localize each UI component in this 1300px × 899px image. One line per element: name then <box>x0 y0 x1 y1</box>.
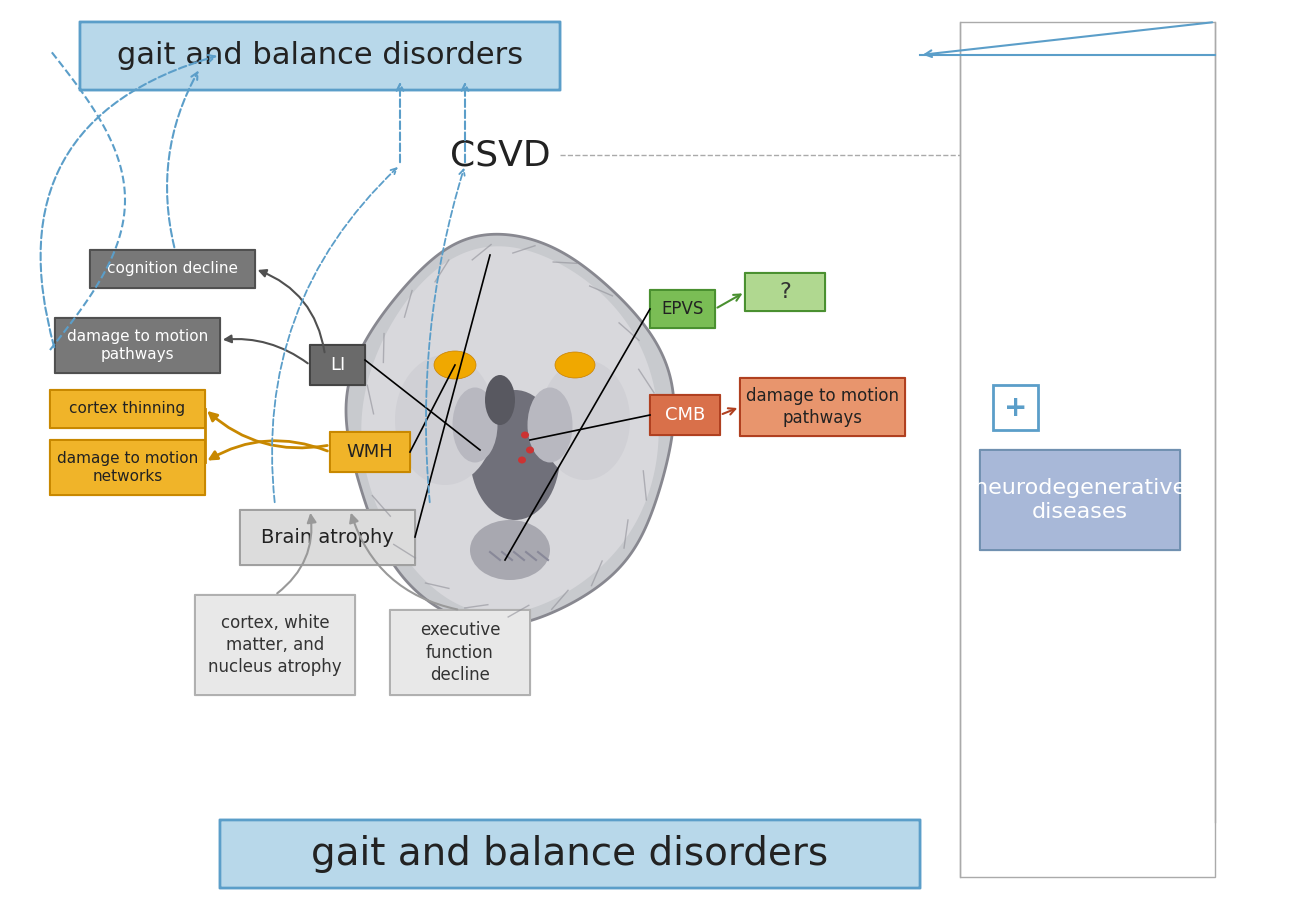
Ellipse shape <box>485 375 515 425</box>
Polygon shape <box>361 246 659 614</box>
FancyBboxPatch shape <box>650 395 720 435</box>
Ellipse shape <box>471 520 550 580</box>
Text: gait and balance disorders: gait and balance disorders <box>312 835 828 873</box>
FancyBboxPatch shape <box>90 250 255 288</box>
Text: damage to motion
networks: damage to motion networks <box>57 450 198 485</box>
FancyBboxPatch shape <box>81 22 560 90</box>
Text: EPVS: EPVS <box>662 300 703 318</box>
FancyBboxPatch shape <box>745 273 826 311</box>
FancyBboxPatch shape <box>390 610 530 695</box>
Ellipse shape <box>452 387 498 462</box>
FancyBboxPatch shape <box>980 450 1180 550</box>
FancyBboxPatch shape <box>309 345 365 385</box>
Text: cortex, white
matter, and
nucleus atrophy: cortex, white matter, and nucleus atroph… <box>208 614 342 676</box>
FancyBboxPatch shape <box>240 510 415 565</box>
FancyBboxPatch shape <box>195 595 355 695</box>
Ellipse shape <box>528 387 572 462</box>
Text: neurodegenerative
diseases: neurodegenerative diseases <box>974 477 1186 522</box>
Ellipse shape <box>521 432 529 439</box>
FancyBboxPatch shape <box>993 385 1037 430</box>
FancyBboxPatch shape <box>740 378 905 436</box>
Ellipse shape <box>395 355 495 485</box>
FancyBboxPatch shape <box>220 820 920 888</box>
Polygon shape <box>346 235 673 626</box>
Text: ?: ? <box>779 282 790 302</box>
Text: CSVD: CSVD <box>450 138 550 172</box>
Text: LI: LI <box>330 356 344 374</box>
Bar <box>959 22 1216 877</box>
Text: cognition decline: cognition decline <box>107 262 238 277</box>
FancyBboxPatch shape <box>650 290 715 328</box>
Text: WMH: WMH <box>347 443 394 461</box>
Ellipse shape <box>471 390 560 520</box>
Text: Brain atrophy: Brain atrophy <box>261 528 394 547</box>
Ellipse shape <box>555 352 595 378</box>
Text: damage to motion
pathways: damage to motion pathways <box>746 387 900 427</box>
FancyBboxPatch shape <box>330 432 410 472</box>
Text: +: + <box>1004 394 1027 422</box>
FancyBboxPatch shape <box>49 390 205 428</box>
Ellipse shape <box>517 457 526 464</box>
FancyBboxPatch shape <box>49 440 205 495</box>
Text: CMB: CMB <box>664 406 705 424</box>
Text: damage to motion
pathways: damage to motion pathways <box>66 329 208 362</box>
Text: executive
function
decline: executive function decline <box>420 621 500 684</box>
FancyBboxPatch shape <box>55 318 220 373</box>
Text: gait and balance disorders: gait and balance disorders <box>117 41 523 70</box>
Ellipse shape <box>540 360 630 480</box>
Ellipse shape <box>526 447 534 453</box>
Ellipse shape <box>434 351 476 379</box>
Text: cortex thinning: cortex thinning <box>69 402 186 416</box>
